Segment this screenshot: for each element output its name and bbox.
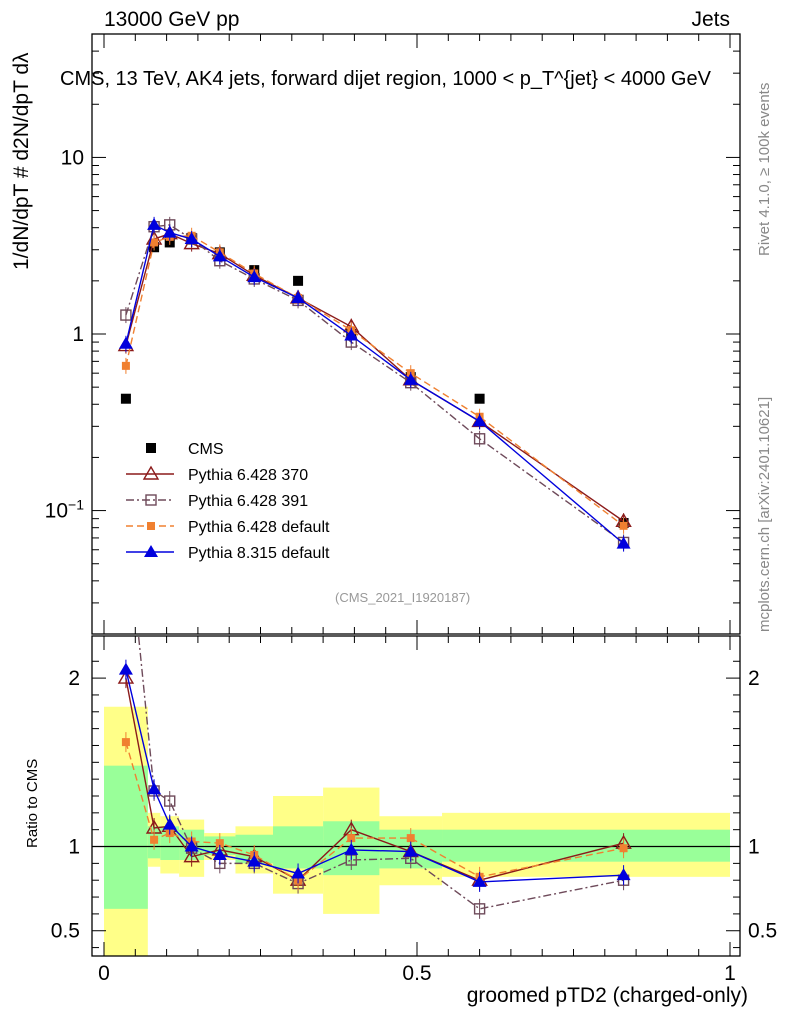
legend-label: Pythia 6.428 370: [188, 467, 308, 484]
energy-label: 13000 GeV pp: [104, 8, 240, 31]
pythia8-default-marker: [291, 866, 306, 879]
pythia8-default-marker: [162, 817, 177, 830]
ratio-series-line: [125, 741, 624, 882]
cms-data-point: [146, 443, 156, 453]
pythia8-default-marker: [616, 536, 631, 549]
ratio-series-p8def: [118, 659, 631, 892]
pythia-370-marker: [117, 669, 135, 684]
chart-title: CMS, 13 TeV, AK4 jets, forward dijet reg…: [60, 68, 711, 90]
cms-data-point: [120, 393, 131, 404]
x-axis-label: groomed pTD2 (charged-only): [466, 984, 748, 1007]
pythia8-default-marker: [184, 232, 199, 245]
pythia-391-marker: [121, 505, 131, 515]
legend-entry: Pythia 8.315 default: [126, 545, 330, 562]
pythia8-default-marker: [403, 372, 418, 385]
main-y-axis-label: 1/dN/dpT # d2N/dpT dλ: [10, 52, 33, 270]
uncertainty-band-inner: [104, 765, 148, 909]
pythia-391-marker: [145, 494, 157, 506]
pythia8-default-marker: [118, 662, 133, 675]
legend-label: Pythia 6.428 391: [188, 493, 308, 510]
uncertainty-band-inner: [273, 826, 324, 869]
uncertainty-band-inner: [442, 829, 730, 862]
pythia8-default-marker: [403, 844, 418, 857]
pythia-391-marker: [473, 433, 486, 445]
pythia6-default-marker: [215, 839, 224, 848]
cms-data-point: [474, 393, 485, 404]
analysis-citation: (CMS_2021_I1920187): [335, 590, 471, 605]
x-tick-label: 0: [98, 962, 110, 985]
pythia8-default-marker: [472, 414, 487, 427]
ratio-y-tick-label: 0.5: [51, 920, 80, 943]
pythia8-default-marker: [472, 874, 487, 887]
x-tick-label: 1: [724, 962, 736, 985]
ratio-y-tick-label: 2: [68, 667, 80, 690]
pythia8-default-marker: [162, 225, 177, 238]
cms-data-point: [293, 275, 304, 286]
pythia8-default-marker: [147, 217, 162, 230]
pythia-370-marker: [142, 465, 160, 480]
legend-label: Pythia 6.428 default: [188, 519, 330, 536]
pythia8-default-marker: [247, 270, 262, 283]
main-plot-frame: [91, 33, 741, 635]
pythia6-default-marker: [121, 738, 130, 747]
pythia6-default-marker: [150, 238, 159, 247]
pythia-391-marker: [120, 309, 132, 321]
legend-label: CMS: [188, 441, 224, 458]
ratio-y-tick-label-right: 2: [748, 667, 760, 690]
series-line: [125, 235, 625, 527]
legend-entry: Pythia 6.428 370: [126, 465, 308, 484]
pythia8-default-marker: [291, 290, 306, 303]
pythia6-default-marker: [406, 834, 415, 843]
pythia8-default-marker: [212, 249, 227, 262]
y-tick-label: 10−1: [45, 497, 85, 523]
pythia8-default-marker: [184, 839, 199, 852]
pythia6-default-marker: [147, 522, 155, 530]
y-tick-label: 10: [61, 146, 84, 169]
pythia8-default-marker: [212, 847, 227, 860]
jets-label: Jets: [691, 8, 730, 31]
legend-entry: Pythia 6.428 391: [126, 493, 308, 510]
pythia8-default-marker: [118, 336, 133, 349]
legend-label: Pythia 8.315 default: [188, 545, 330, 562]
pythia8-default-marker: [344, 842, 359, 855]
pythia-391-marker: [164, 795, 176, 807]
pythia6-default-marker: [619, 844, 628, 853]
pythia8-default-marker: [616, 868, 631, 881]
pythia-391-marker: [473, 903, 486, 915]
pythia6-default-marker: [121, 361, 130, 370]
pythia6-default-marker: [619, 521, 628, 530]
pythia6-default-marker: [347, 834, 356, 843]
legend-entry: Pythia 6.428 default: [126, 519, 330, 536]
x-tick-label: 0.5: [402, 962, 431, 985]
y-tick-label: 1: [72, 323, 84, 346]
pythia8-default-marker: [247, 854, 262, 867]
ratio-y-tick-label: 1: [68, 836, 80, 859]
pythia8-default-marker: [147, 782, 162, 795]
series-p8def: [118, 216, 631, 552]
pythia8-default-marker: [344, 328, 359, 341]
pythia8-default-marker: [144, 545, 158, 557]
ratio-plot-frame: [91, 635, 741, 957]
ratio-y-tick-label-right: 0.5: [748, 920, 777, 943]
pythia-370-marker: [183, 848, 200, 863]
series-p6def: [121, 227, 628, 534]
ratio-y-tick-label-right: 1: [748, 836, 760, 859]
legend-entry: CMS: [146, 441, 224, 458]
pythia6-default-marker: [150, 835, 159, 844]
